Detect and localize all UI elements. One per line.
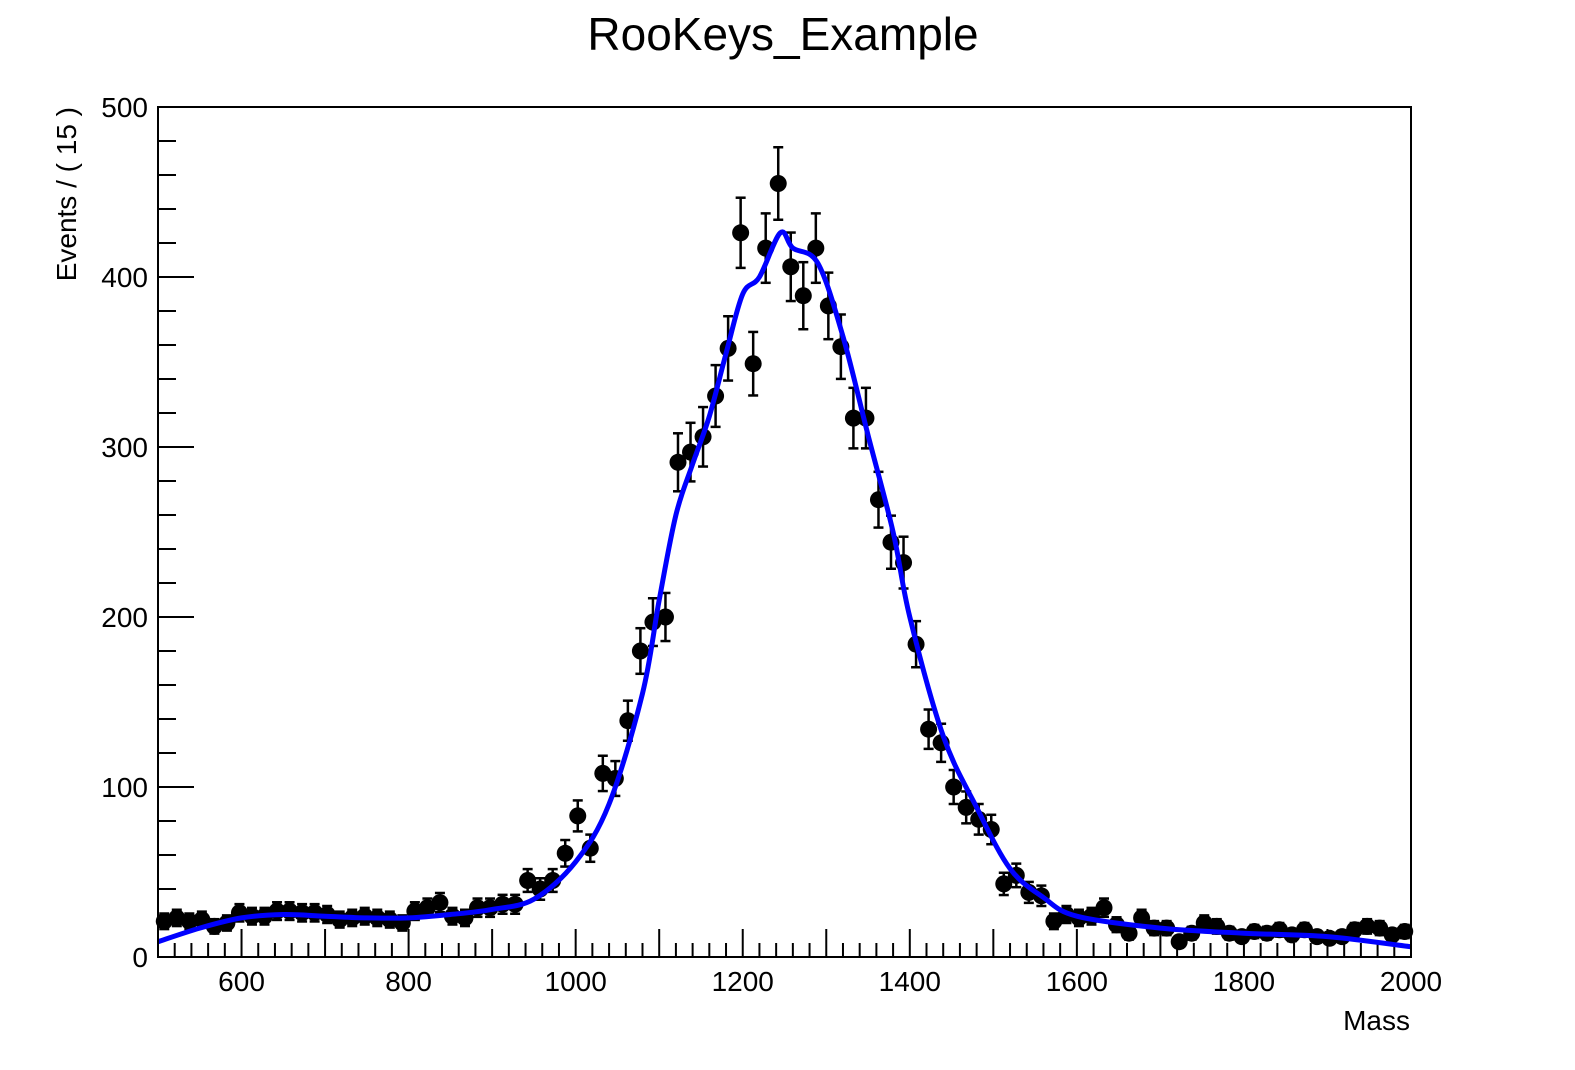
data-point: [995, 875, 1013, 893]
x-tick-label: 600: [218, 966, 265, 997]
axis-tick-labels: 600 800 1000 1200 1400 1600 1800 2000 0 100 200 300…: [101, 92, 1442, 997]
chart-title: RooKeys_Example: [587, 8, 978, 60]
data-point: [431, 894, 449, 912]
fit-curve: [157, 229, 1412, 950]
data-point: [1120, 924, 1138, 942]
y-axis-title: Events / ( 15 ): [51, 107, 82, 281]
x-tick-label: 800: [385, 966, 432, 997]
x-tick-label: 1000: [545, 966, 607, 997]
data-point: [807, 239, 825, 257]
x-axis-title: Mass: [1343, 1005, 1410, 1036]
data-point: [180, 912, 198, 930]
data-point: [1396, 923, 1414, 940]
data-point: [744, 355, 762, 373]
y-tick-label: 300: [101, 432, 148, 463]
axis-ticks: [157, 106, 1412, 958]
data-point: [656, 608, 674, 626]
data-point: [920, 720, 938, 738]
data-point: [1133, 909, 1151, 927]
y-tick-label: 0: [132, 942, 148, 973]
data-point: [732, 224, 750, 242]
y-tick-label: 500: [101, 92, 148, 123]
data-point: [669, 453, 687, 471]
data-point: [957, 798, 975, 816]
data-point: [1170, 933, 1188, 951]
x-tick-label: 1800: [1213, 966, 1275, 997]
y-tick-label: 100: [101, 772, 148, 803]
data-point: [519, 872, 537, 889]
data-point: [631, 642, 649, 660]
y-tick-label: 400: [101, 262, 148, 293]
x-tick-label: 1600: [1046, 966, 1108, 997]
x-tick-label: 1400: [879, 966, 941, 997]
data-point: [782, 258, 800, 276]
plot-frame: [157, 106, 1412, 958]
data-point: [556, 844, 574, 862]
x-tick-label: 2000: [1380, 966, 1442, 997]
data-point: [794, 287, 812, 305]
data-points: [155, 175, 1414, 951]
data-point: [1045, 912, 1063, 930]
data-point: [1371, 919, 1389, 937]
data-point: [569, 807, 587, 825]
y-tick-label: 200: [101, 602, 148, 633]
data-point: [1095, 899, 1113, 917]
data-point: [769, 175, 787, 192]
data-point: [945, 778, 963, 796]
x-tick-label: 1200: [712, 966, 774, 997]
data-point: [1358, 917, 1376, 935]
data-point: [844, 409, 862, 427]
